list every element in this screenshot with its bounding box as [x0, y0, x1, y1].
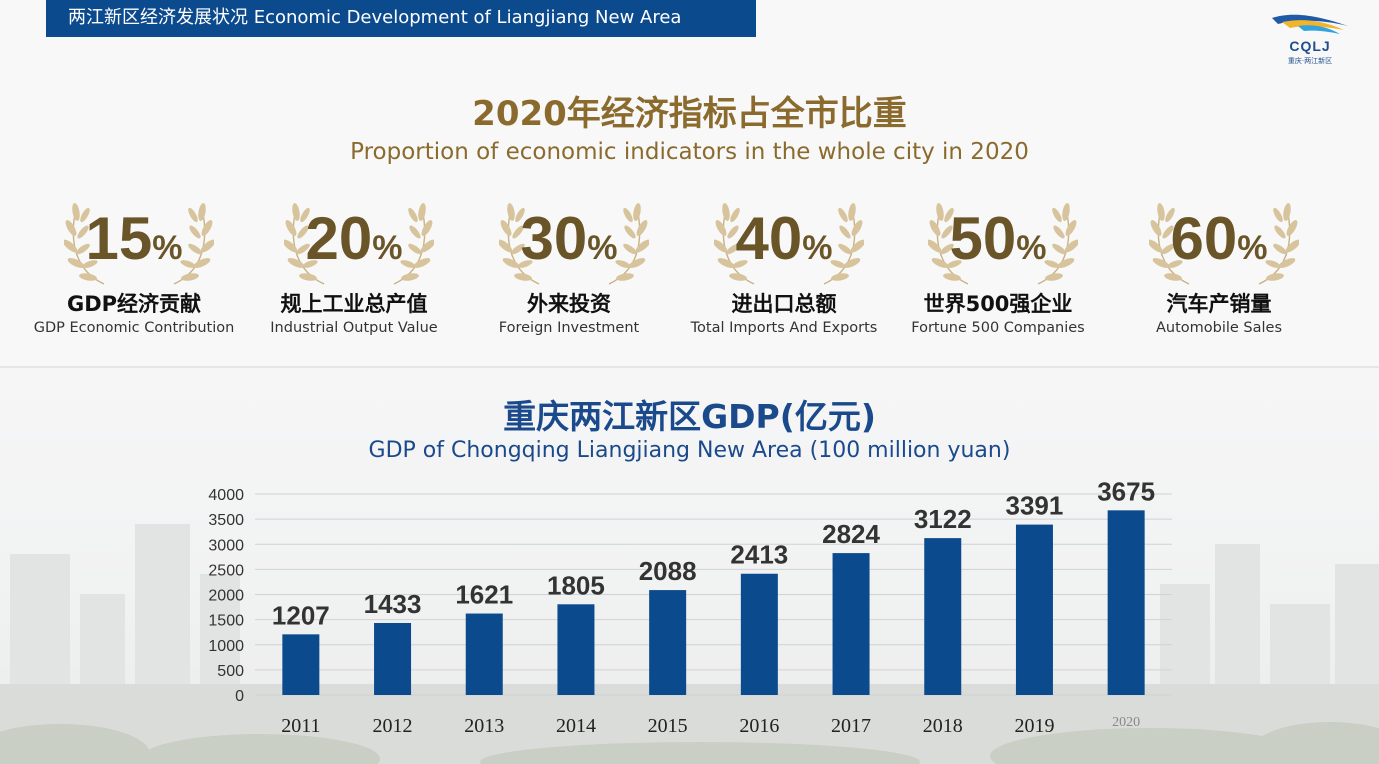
- gdp-bar: [465, 613, 503, 695]
- y-tick-label: 0: [235, 688, 244, 705]
- indicator-label-zh: 汽车产销量: [1166, 292, 1272, 316]
- y-tick-label: 1500: [208, 613, 244, 630]
- bar-data-label: 3391: [1006, 491, 1064, 521]
- indicator-automobile-sales: 60% 汽车产销量 Automobile Sales: [1109, 198, 1329, 348]
- bar-data-label: 2824: [822, 519, 880, 549]
- bar-data-label: 3675: [1097, 478, 1155, 506]
- y-tick-label: 3000: [208, 537, 244, 554]
- y-tick-label: 3500: [208, 512, 244, 529]
- indicators-subtitle: Proportion of economic indicators in the…: [350, 139, 1029, 165]
- cqlj-logo: CQLJ 重庆·两江新区: [1268, 10, 1352, 70]
- indicator-label-zh: 进出口总额: [731, 292, 837, 316]
- bar-data-label: 1621: [455, 580, 513, 610]
- indicator-foreign-investment: 30% 外来投资 Foreign Investment: [459, 198, 679, 348]
- y-tick-label: 4000: [208, 487, 244, 504]
- x-tick-label: 2011: [281, 715, 320, 737]
- logo-subtext: 重庆·两江新区: [1287, 57, 1333, 65]
- indicator-label-zh: GDP经济贡献: [66, 292, 202, 316]
- gdp-bar: [924, 538, 962, 695]
- x-tick-label: 2012: [373, 715, 413, 737]
- x-tick-label: 2018: [923, 715, 963, 737]
- gdp-bar: [282, 634, 320, 695]
- indicator-label-zh: 外来投资: [527, 292, 611, 316]
- x-tick-label: 2013: [464, 715, 504, 737]
- indicator-value: 50%: [949, 205, 1047, 272]
- gdp-chart-subtitle: GDP of Chongqing Liangjiang New Area (10…: [368, 438, 1011, 463]
- indicator-label-en: Foreign Investment: [498, 320, 640, 336]
- bar-data-label: 1805: [547, 570, 605, 600]
- bar-data-label: 1207: [272, 600, 330, 630]
- indicator-panel: [0, 0, 1379, 366]
- y-tick-label: 2500: [208, 562, 244, 579]
- panel-divider: [0, 366, 1379, 368]
- gdp-panel: [0, 368, 1379, 764]
- bar-data-label: 2088: [639, 556, 697, 586]
- bar-data-label: 1433: [364, 589, 422, 619]
- indicator-value: 60%: [1170, 205, 1268, 272]
- bar-data-label: 3122: [914, 504, 972, 534]
- x-tick-label: 2020: [1112, 715, 1140, 730]
- x-tick-label: 2015: [648, 715, 688, 737]
- skyline-background: [0, 524, 1379, 764]
- gdp-bar: [557, 604, 595, 695]
- x-tick-label: 2016: [739, 715, 779, 737]
- indicator-value: 15%: [85, 205, 183, 272]
- indicator-label-en: Fortune 500 Companies: [911, 320, 1085, 336]
- gdp-bar-chart: 0 500 1000 1500 2000 2500 3000 3500 4000 1207 2011…: [208, 478, 1172, 737]
- indicator-label-en: Industrial Output Value: [270, 320, 438, 336]
- y-tick-label: 2000: [208, 588, 244, 605]
- indicator-label-zh: 规上工业总产值: [280, 292, 428, 316]
- logo-text: CQLJ: [1289, 38, 1331, 54]
- indicator-label-en: Automobile Sales: [1155, 320, 1283, 336]
- gdp-bar: [1015, 524, 1053, 695]
- logo-wing-icon: [1272, 14, 1348, 34]
- y-tick-label: 500: [217, 663, 244, 680]
- x-tick-label: 2019: [1014, 715, 1054, 737]
- x-tick-label: 2014: [556, 715, 596, 737]
- gdp-bar: [374, 622, 412, 695]
- indicators-title: 2020年经济指标占全市比重: [472, 94, 907, 134]
- indicator-value: 40%: [735, 205, 833, 272]
- indicator-label-en: GDP Economic Contribution: [33, 320, 235, 336]
- indicator-label-zh: 世界500强企业: [923, 292, 1073, 316]
- gdp-bar: [740, 573, 778, 695]
- bar-data-label: 2413: [730, 540, 788, 570]
- indicator-label-en: Total Imports And Exports: [690, 320, 878, 336]
- indicator-imports-exports: 40% 进出口总额 Total Imports And Exports: [674, 198, 894, 348]
- x-tick-label: 2017: [831, 715, 871, 737]
- indicator-value: 20%: [305, 205, 403, 272]
- gdp-bar: [832, 553, 870, 695]
- indicator-fortune-500: 50% 世界500强企业 Fortune 500 Companies: [888, 198, 1108, 348]
- gdp-bar: [1107, 510, 1145, 695]
- indicator-gdp: 15% GDP经济贡献 GDP Economic Contribution: [24, 198, 244, 348]
- gdp-bar: [649, 590, 687, 695]
- indicator-industrial-output: 20% 规上工业总产值 Industrial Output Value: [244, 198, 464, 348]
- gdp-chart-title: 重庆两江新区GDP(亿元): [503, 397, 876, 436]
- y-tick-label: 1000: [208, 638, 244, 655]
- header-banner: 两江新区经济发展状况 Economic Development of Liang…: [46, 0, 756, 37]
- indicator-value: 30%: [520, 205, 618, 272]
